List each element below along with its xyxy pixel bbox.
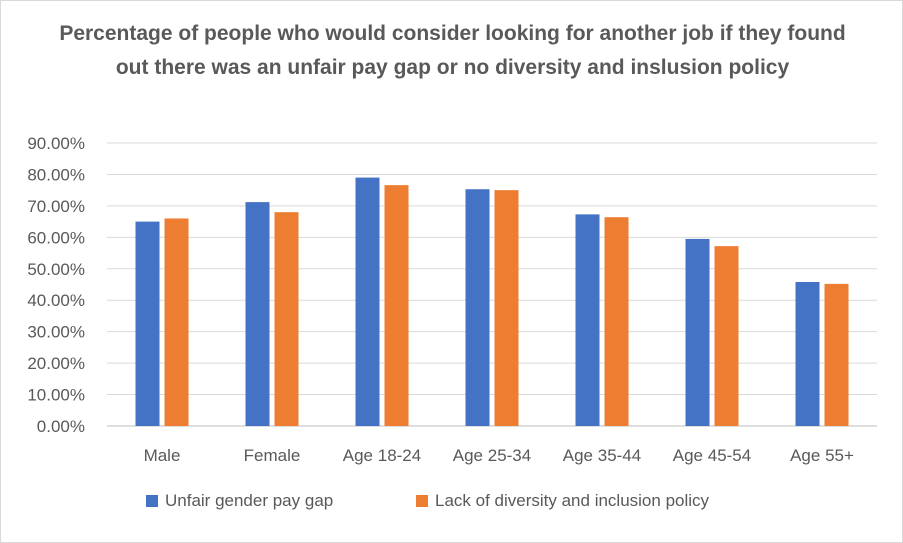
bar-diversity-policy [494,190,519,426]
bar-pay-gap [465,189,490,426]
x-category-label: Age 55+ [790,446,854,465]
y-axis-tick-labels: 0.00% 10.00% 20.00% 30.00% 40.00% 50.00% 60.00… [27,134,85,436]
bar-diversity-policy [604,217,629,426]
bar-pay-gap [575,214,600,426]
bar-pay-gap [245,202,270,426]
x-category-label: Age 25-34 [453,446,531,465]
y-tick-label: 20.00% [27,354,85,373]
bar-diversity-policy [824,283,849,426]
gridlines [107,142,877,427]
bar-pay-gap [135,221,160,426]
bar-pay-gap [355,177,380,426]
legend-label: Unfair gender pay gap [165,491,333,510]
y-tick-label: 10.00% [27,386,85,405]
x-category-label: Male [144,446,181,465]
y-tick-label: 50.00% [27,260,85,279]
bar-diversity-policy [164,218,189,426]
y-tick-label: 0.00% [37,417,85,436]
y-tick-label: 80.00% [27,165,85,184]
x-axis-category-labels: Male Female Age 18-24 Age 25-34 Age 35-44 Age… [144,446,854,465]
legend: Unfair gender pay gap Lack of diversity a… [146,491,710,510]
bar-pay-gap [795,281,820,426]
bar-diversity-policy [274,212,299,426]
x-category-label: Age 45-54 [673,446,751,465]
y-tick-label: 60.00% [27,228,85,247]
bar-diversity-policy [714,246,739,426]
x-category-label: Age 35-44 [563,446,641,465]
chart-title: Percentage of people who would consider … [59,22,846,79]
legend-label: Lack of diversity and inclusion policy [435,491,710,510]
legend-swatch [416,495,428,507]
bars [135,177,849,426]
x-category-label: Female [244,446,301,465]
x-category-label: Age 18-24 [343,446,421,465]
y-tick-label: 30.00% [27,323,85,342]
legend-swatch [146,495,158,507]
y-tick-label: 90.00% [27,134,85,153]
bar-pay-gap [685,238,710,426]
y-tick-label: 40.00% [27,291,85,310]
bar-diversity-policy [384,185,409,426]
y-tick-label: 70.00% [27,197,85,216]
